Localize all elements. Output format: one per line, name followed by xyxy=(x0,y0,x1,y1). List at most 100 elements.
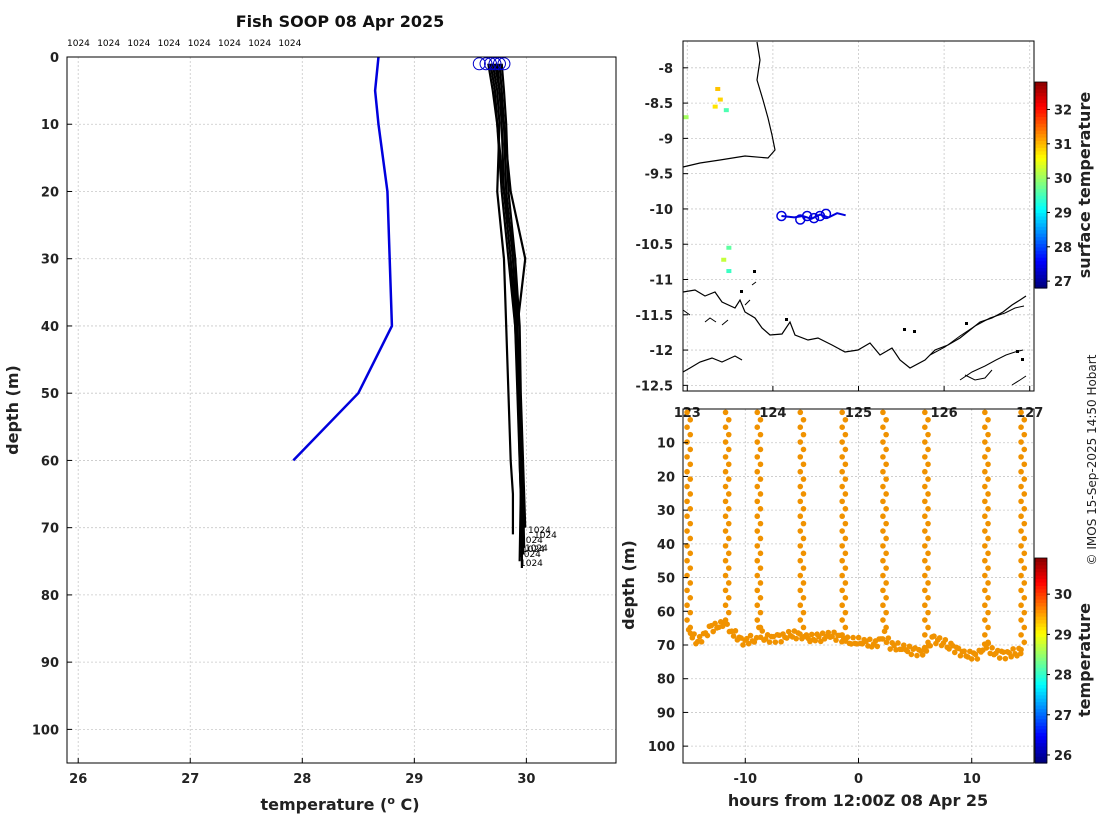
map-colorbar-band xyxy=(1035,164,1047,169)
cast-temperature-point xyxy=(725,550,732,557)
cast-temperature-point xyxy=(922,557,928,564)
profile-end-label: 1024 xyxy=(520,536,543,546)
depth-time-colorbar-band xyxy=(1035,684,1047,689)
cast-temperature-point xyxy=(757,491,764,497)
cast-temperature-point xyxy=(1018,572,1024,579)
depth-time-colorbar-band xyxy=(1035,742,1047,747)
cast-temperature-point xyxy=(722,602,729,609)
map-colorbar-band xyxy=(1035,195,1047,200)
cast-temperature-point xyxy=(880,543,886,549)
cast-temperature-point xyxy=(800,624,807,631)
map-colorbar-band xyxy=(1035,157,1047,162)
map-colorbar-band xyxy=(1035,140,1047,145)
map-y-tick-label: -11 xyxy=(650,274,674,289)
bottom-depth-point xyxy=(887,646,894,652)
map-y-tick-label: -10.5 xyxy=(636,238,673,253)
sst-point xyxy=(723,108,729,113)
profile-start-marker xyxy=(492,57,506,71)
cast-temperature-point xyxy=(985,491,991,497)
cast-temperature-point xyxy=(1018,557,1024,564)
cast-temperature-point xyxy=(1021,565,1028,571)
cast-temperature-point xyxy=(839,424,845,431)
cast-temperature-point xyxy=(982,602,988,609)
depth-time-xlabel: hours from 12:00Z 08 Apr 25 xyxy=(728,791,988,810)
cast-temperature-point xyxy=(754,439,761,445)
cast-temperature-point xyxy=(880,557,886,564)
cast-temperature-point xyxy=(1018,632,1024,638)
depth-time-colorbar-band xyxy=(1035,735,1047,740)
cast-temperature-point xyxy=(797,543,804,549)
depth-time-colorbar-tick-label: 28 xyxy=(1054,669,1072,684)
cast-temperature-point xyxy=(922,454,928,460)
depth-time-x-tick-label: 10 xyxy=(963,772,981,787)
cast-temperature-point xyxy=(754,409,761,416)
bottom-depth-point xyxy=(710,628,716,635)
cast-temperature-point xyxy=(883,550,889,557)
map-y-tick-label: -8.5 xyxy=(645,97,673,112)
cast-temperature-point xyxy=(880,498,886,505)
cast-temperature-point xyxy=(842,461,849,468)
depth-time-colorbar-band xyxy=(1035,561,1047,566)
bottom-depth-point xyxy=(983,645,990,651)
profile-y-tick-label: 70 xyxy=(41,522,59,537)
cast-temperature-point xyxy=(839,617,845,623)
depth-time-y-tick-label: 20 xyxy=(657,470,675,485)
map-colorbar-band xyxy=(1035,229,1047,234)
cast-temperature-point xyxy=(725,461,732,468)
cast-temperature-point xyxy=(800,476,807,482)
cast-temperature-point xyxy=(982,439,988,445)
bottom-depth-point xyxy=(931,633,937,639)
cast-temperature-point xyxy=(797,587,804,594)
depth-time-ylabel: depth (m) xyxy=(619,540,638,630)
depth-time-y-tick-label: 60 xyxy=(657,605,675,620)
cast-temperature-point xyxy=(1018,483,1024,490)
depth-time-colorbar-band xyxy=(1035,643,1047,648)
depth-time-colorbar-band xyxy=(1035,558,1047,563)
profile-top-label: 1024 xyxy=(97,39,120,49)
depth-time-colorbar-band xyxy=(1035,605,1047,610)
cast-temperature-point xyxy=(880,513,886,520)
depth-time-colorbar-band xyxy=(1035,756,1047,761)
cast-temperature-point xyxy=(800,565,807,571)
bottom-depth-point xyxy=(732,628,739,634)
bottom-depth-point xyxy=(816,633,822,640)
cast-temperature-point xyxy=(1021,461,1028,468)
cast-temperature-point xyxy=(839,528,845,534)
profile-y-tick-label: 30 xyxy=(41,253,59,268)
cast-temperature-point xyxy=(757,461,764,468)
cast-temperature-point xyxy=(982,468,988,475)
cast-temperature-point xyxy=(754,617,761,623)
cast-temperature-point xyxy=(842,520,849,527)
cast-temperature-point xyxy=(757,580,764,586)
cast-temperature-point xyxy=(800,431,807,438)
cast-temperature-point xyxy=(725,476,732,482)
profile-start-marker xyxy=(479,57,493,71)
cast-temperature-point xyxy=(1021,431,1028,438)
map-colorbar-band xyxy=(1035,143,1047,148)
cast-temperature-point xyxy=(722,409,729,416)
depth-time-x-tick-label: -10 xyxy=(734,772,758,787)
depth-time-y-tick-label: 70 xyxy=(657,639,675,654)
cast-temperature-point xyxy=(797,572,804,579)
cast-temperature-point xyxy=(883,609,889,616)
map-colorbar-band xyxy=(1035,277,1047,282)
depth-time-colorbar-band xyxy=(1035,687,1047,692)
map-colorbar-band xyxy=(1035,130,1047,135)
map-colorbar-band xyxy=(1035,284,1047,289)
cast-temperature-point xyxy=(1021,476,1028,482)
cast-temperature-point xyxy=(883,520,889,527)
cast-temperature-point xyxy=(800,505,807,512)
cast-temperature-point xyxy=(684,424,690,431)
map-colorbar-band xyxy=(1035,171,1047,176)
cast-temperature-point xyxy=(982,513,988,520)
cast-temperature-point xyxy=(1018,543,1024,549)
map-x-tick-label: 127 xyxy=(1016,406,1043,421)
depth-time-y-tick-label: 100 xyxy=(648,740,675,755)
cast-temperature-point xyxy=(722,572,729,579)
depth-time-colorbar-band xyxy=(1035,722,1047,727)
bottom-depth-point xyxy=(919,652,926,658)
cast-temperature-point xyxy=(797,528,804,534)
cast-temperature-point xyxy=(684,483,690,490)
cast-temperature-point xyxy=(684,602,690,609)
map-colorbar-band xyxy=(1035,243,1047,248)
